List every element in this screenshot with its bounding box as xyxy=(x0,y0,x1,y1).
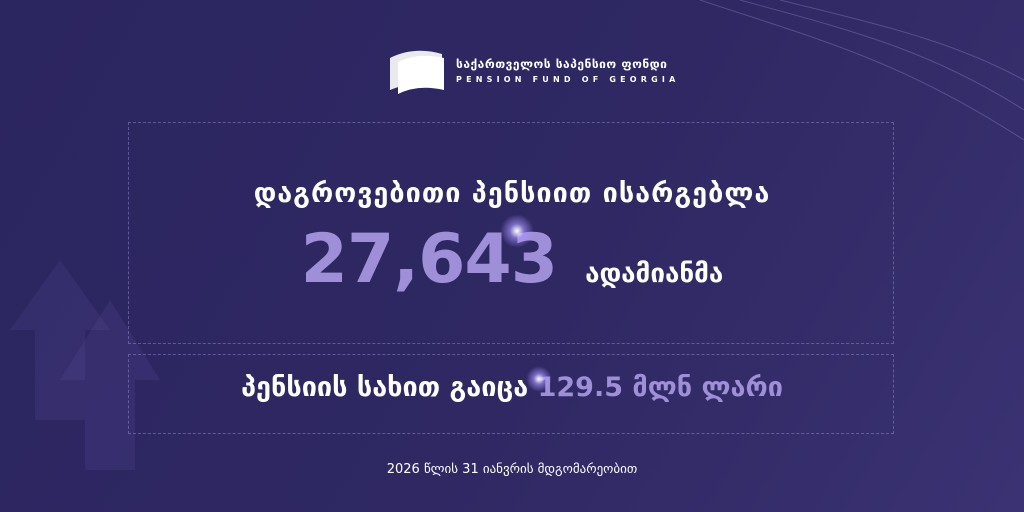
logo-pages-icon xyxy=(390,50,444,94)
logo-name-ka: საქართველოს საპენსიო ფონდი xyxy=(456,56,668,71)
logo: საქართველოს საპენსიო ფონდი PENSION FUND … xyxy=(384,46,680,94)
payout-panel xyxy=(128,354,894,434)
beneficiary-unit: ადამიანმა xyxy=(585,259,724,289)
as-of-date: 2026 წლის 31 იანვრის მდგომარეობით xyxy=(386,462,638,477)
payout-label: პენსიის სახით გაიცა xyxy=(241,372,529,403)
sparkle-decoration xyxy=(526,366,552,392)
beneficiaries-panel xyxy=(128,122,894,344)
headline: დაგროვებითი პენსიით ისარგებლა xyxy=(253,178,771,209)
payout-amount: 129.5 მლნ ლარი xyxy=(537,372,783,403)
logo-name-en: PENSION FUND OF GEORGIA xyxy=(456,74,680,84)
sparkle-decoration xyxy=(500,214,534,248)
